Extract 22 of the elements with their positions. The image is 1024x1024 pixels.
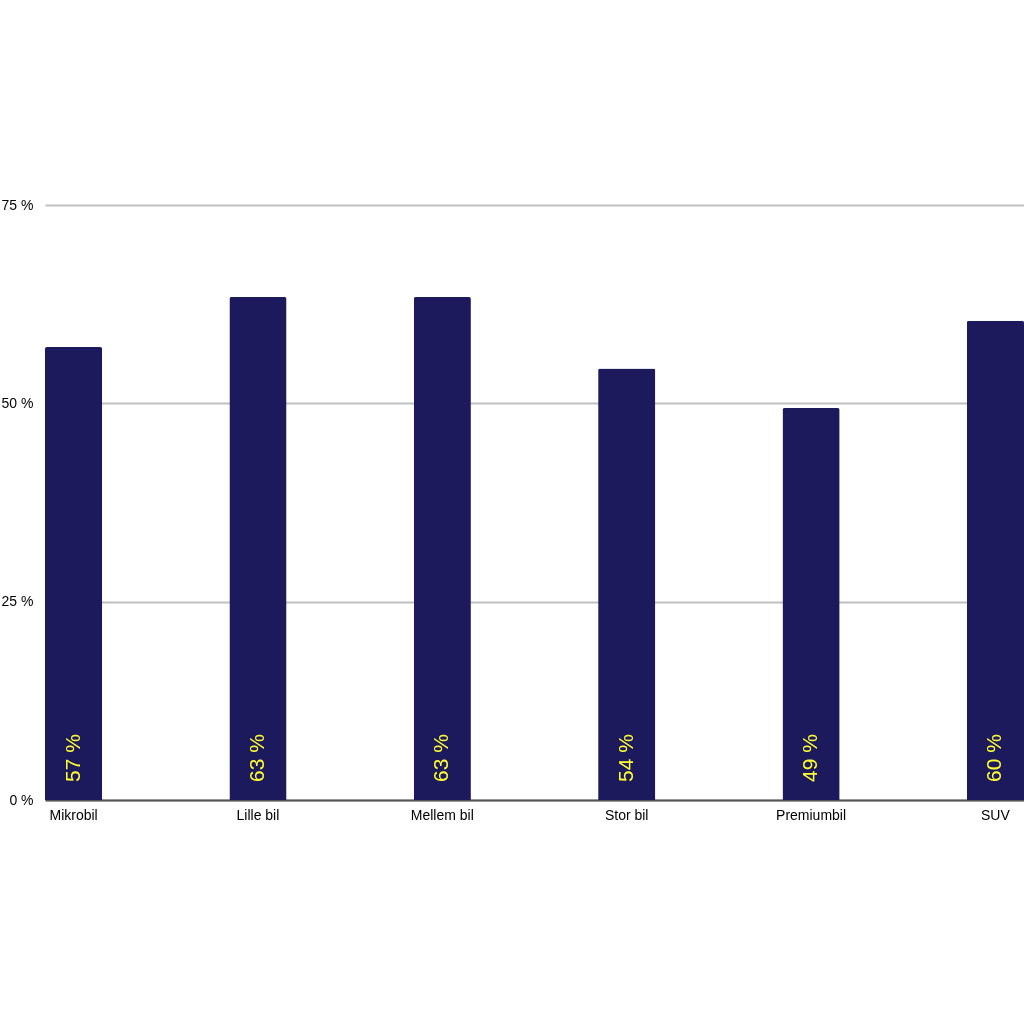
bar bbox=[45, 347, 103, 800]
x-tick-label: Mellem bil bbox=[410, 806, 474, 823]
data-label: 60 % bbox=[982, 734, 1006, 782]
bar bbox=[598, 368, 656, 800]
y-tick-label: 25 % bbox=[1, 593, 34, 610]
y-tick-label: 0 % bbox=[9, 791, 34, 808]
bar bbox=[966, 320, 1024, 800]
x-tick-label: Premiumbil bbox=[776, 806, 847, 823]
data-label: 49 % bbox=[798, 734, 822, 782]
y-tick-label: 75 % bbox=[1, 196, 34, 213]
bar bbox=[782, 408, 840, 800]
x-tick-label: Lille bil bbox=[236, 806, 280, 823]
data-label: 63 % bbox=[429, 734, 453, 782]
x-tick-label: Mikrobil bbox=[49, 806, 98, 823]
x-tick-label: SUV bbox=[981, 806, 1011, 823]
y-tick-label: 50 % bbox=[1, 394, 34, 411]
x-tick-label: Stor bil bbox=[604, 806, 649, 823]
data-label: 57 % bbox=[60, 734, 84, 782]
data-label: 54 % bbox=[613, 734, 637, 782]
bar bbox=[229, 297, 287, 800]
bar bbox=[413, 297, 471, 800]
data-label: 63 % bbox=[244, 734, 268, 782]
